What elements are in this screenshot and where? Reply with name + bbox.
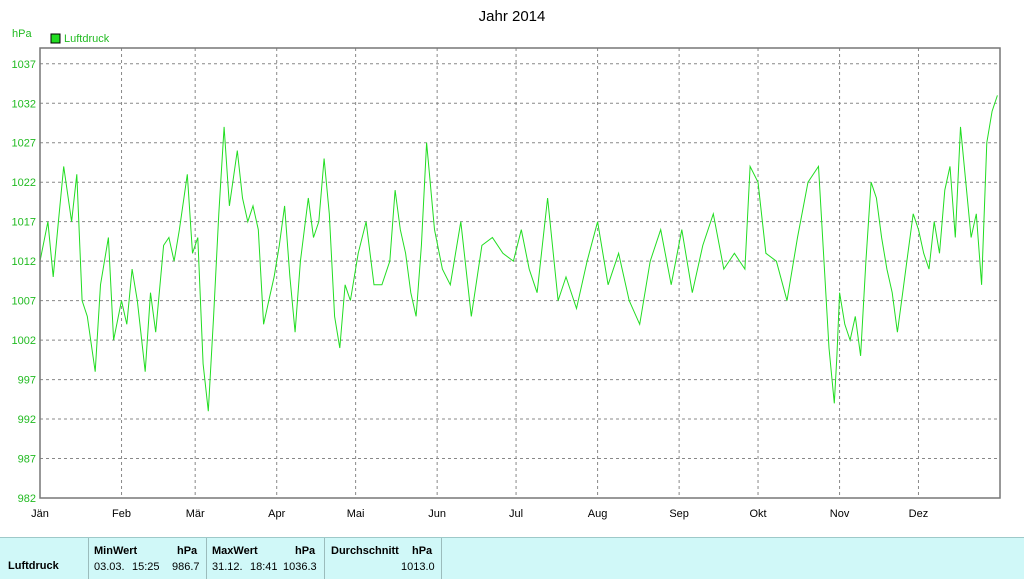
max-date: 31.12. xyxy=(212,561,243,573)
x-tick-label: Feb xyxy=(112,508,131,520)
y-tick-label: 982 xyxy=(18,493,36,505)
max-header: MaxWert xyxy=(212,545,258,557)
y-tick-label: 1007 xyxy=(12,296,36,308)
min-date: 03.03. xyxy=(94,561,125,573)
y-tick-label: 1012 xyxy=(12,256,36,268)
stats-max-cell: MaxWert hPa 31.12. 18:41 1036.3 xyxy=(207,538,325,579)
max-value: 1036.3 xyxy=(283,561,317,573)
pressure-chart: Jahr 2014 hPa Luftdruck 982 987 992 997 1002… xyxy=(12,8,1001,520)
x-tick-label: Jän xyxy=(31,508,49,520)
stats-label-cell: Luftdruck xyxy=(0,538,89,579)
x-tick-label: Sep xyxy=(669,508,689,520)
legend-label: Luftdruck xyxy=(64,33,110,45)
x-tick-label: Nov xyxy=(830,508,850,520)
y-tick-label: 1037 xyxy=(12,59,36,71)
stats-row-label: Luftdruck xyxy=(8,560,59,572)
y-tick-label: 987 xyxy=(18,454,36,466)
y-tick-label: 1032 xyxy=(12,98,36,110)
min-unit: hPa xyxy=(177,545,198,557)
legend-swatch xyxy=(50,33,61,44)
x-tick-label: Jul xyxy=(509,508,523,520)
max-time: 18:41 xyxy=(250,561,278,573)
plot-frame xyxy=(39,47,1001,499)
avg-value: 1013.0 xyxy=(401,561,435,573)
y-tick-label: 1022 xyxy=(12,177,36,189)
min-header: MinWert xyxy=(94,545,138,557)
y-axis-unit: hPa xyxy=(12,28,32,40)
y-tick-label: 1017 xyxy=(12,217,36,229)
x-tick-label: Mär xyxy=(186,508,205,520)
min-value: 986.7 xyxy=(172,561,200,573)
x-tick-label: Apr xyxy=(268,508,285,520)
y-tick-label: 992 xyxy=(18,414,36,426)
x-tick-label: Mai xyxy=(347,508,365,520)
y-axis: 982 987 992 997 1002 1007 1012 1017 1022 1027 1032… xyxy=(12,59,36,505)
x-tick-label: Dez xyxy=(909,508,929,520)
max-unit: hPa xyxy=(295,545,316,557)
x-tick-label: Aug xyxy=(588,508,608,520)
min-time: 15:25 xyxy=(132,561,160,573)
statistics-table: Luftdruck MinWert hPa 03.03. 15:25 986.7… xyxy=(0,537,1024,579)
stats-avg-cell: Durchschnitt hPa 1013.0 xyxy=(325,538,442,579)
x-tick-label: Okt xyxy=(749,508,766,520)
y-tick-label: 1002 xyxy=(12,335,36,347)
grid-lines xyxy=(40,48,1000,498)
x-tick-label: Jun xyxy=(428,508,446,520)
x-axis: Jän Feb Mär Apr Mai Jun Jul Aug Sep Okt Nov Dez xyxy=(31,508,928,520)
avg-header: Durchschnitt xyxy=(331,545,399,557)
y-tick-label: 997 xyxy=(18,375,36,387)
y-tick-label: 1027 xyxy=(12,138,36,150)
stats-min-cell: MinWert hPa 03.03. 15:25 986.7 xyxy=(89,538,207,579)
series-line-luftdruck xyxy=(39,95,998,412)
chart-title: Jahr 2014 xyxy=(479,8,546,25)
avg-unit: hPa xyxy=(412,545,433,557)
